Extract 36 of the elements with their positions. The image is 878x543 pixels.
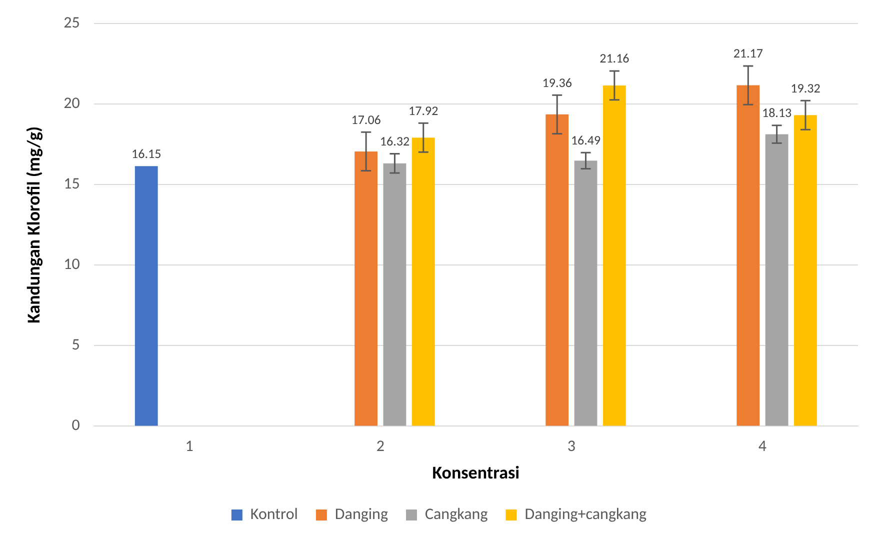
x-tick-label: 1: [185, 436, 194, 456]
bar: [794, 115, 817, 426]
bar: [574, 160, 598, 426]
bar: [412, 138, 435, 426]
y-tick-label: 15: [64, 174, 80, 194]
x-tick-label: 2: [376, 436, 384, 456]
y-tick-label: 5: [72, 336, 80, 355]
y-tick-label: 25: [64, 14, 80, 33]
x-axis-title: Konsentrasi: [432, 462, 520, 484]
bar: [546, 114, 569, 426]
y-tick-label: 20: [64, 94, 80, 114]
data-label: 16.15: [132, 146, 162, 162]
bar: [765, 134, 788, 426]
data-label: 18.13: [762, 106, 792, 122]
bar: [134, 166, 158, 426]
bar: [602, 85, 626, 426]
x-tick-label: 4: [758, 436, 767, 456]
data-label: 16.32: [380, 134, 410, 150]
legend-label: Danging: [334, 505, 388, 524]
legend-label: Cangkang: [424, 505, 488, 524]
data-label: 21.16: [600, 52, 630, 67]
y-tick-label: 0: [72, 416, 80, 436]
bar: [736, 85, 760, 426]
data-label: 17.06: [351, 112, 382, 128]
data-label: 19.32: [790, 81, 821, 96]
data-label: 17.92: [408, 104, 439, 119]
legend-label: Danging+cangkang: [524, 505, 648, 524]
data-label: 21.17: [733, 46, 764, 62]
x-tick-label: 3: [567, 436, 576, 456]
y-tick-label: 10: [64, 255, 80, 274]
data-label: 19.36: [542, 76, 572, 91]
bar: [383, 163, 406, 426]
data-label: 16.49: [570, 133, 601, 148]
bar: [354, 151, 378, 426]
y-axis-title: Kandungan Klorofil (mg/g): [22, 126, 44, 324]
legend-label: Kontrol: [250, 505, 298, 524]
